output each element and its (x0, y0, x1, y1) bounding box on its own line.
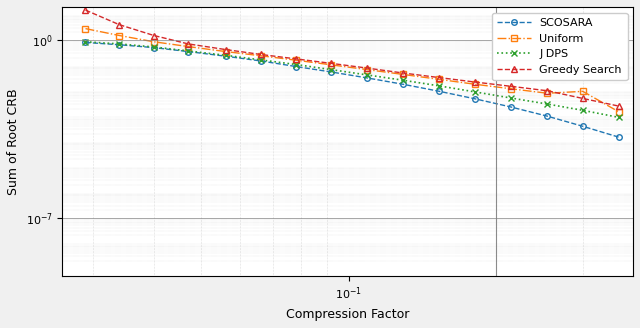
SCOSARA (436, 89, 444, 93)
Greedy Search (82, 8, 90, 12)
SCOSARA (327, 70, 335, 74)
J DPS (184, 49, 192, 53)
SCOSARA (615, 135, 623, 139)
Greedy Search (257, 52, 264, 56)
SCOSARA (115, 43, 123, 47)
SCOSARA (399, 82, 407, 86)
SCOSARA (221, 54, 229, 58)
Greedy Search (115, 23, 123, 27)
J DPS (472, 90, 479, 94)
Line: SCOSARA: SCOSARA (83, 40, 621, 140)
SCOSARA (579, 124, 587, 128)
Line: Uniform: Uniform (83, 26, 621, 114)
SCOSARA (543, 114, 551, 118)
Greedy Search (436, 76, 444, 80)
Uniform (184, 45, 192, 49)
Uniform (150, 40, 158, 44)
Greedy Search (472, 80, 479, 84)
Greedy Search (399, 71, 407, 75)
SCOSARA (364, 76, 371, 80)
Uniform (543, 91, 551, 95)
SCOSARA (507, 105, 515, 109)
Greedy Search (292, 57, 300, 61)
Greedy Search (184, 42, 192, 46)
J DPS (507, 96, 515, 100)
J DPS (543, 102, 551, 106)
J DPS (221, 53, 229, 57)
SCOSARA (257, 59, 264, 63)
J DPS (364, 73, 371, 77)
Greedy Search (150, 33, 158, 37)
J DPS (615, 115, 623, 119)
J DPS (257, 58, 264, 62)
Uniform (82, 27, 90, 31)
Greedy Search (364, 66, 371, 70)
Uniform (327, 63, 335, 67)
Line: J DPS: J DPS (83, 39, 621, 120)
SCOSARA (292, 65, 300, 69)
Greedy Search (543, 89, 551, 93)
Greedy Search (579, 96, 587, 100)
Uniform (579, 89, 587, 93)
Legend: SCOSARA, Uniform, J DPS, Greedy Search: SCOSARA, Uniform, J DPS, Greedy Search (492, 12, 627, 80)
J DPS (579, 108, 587, 112)
J DPS (150, 45, 158, 49)
J DPS (436, 84, 444, 88)
Uniform (221, 50, 229, 53)
Uniform (364, 68, 371, 72)
Greedy Search (615, 104, 623, 108)
Line: Greedy Search: Greedy Search (83, 7, 621, 109)
Uniform (257, 54, 264, 58)
Uniform (399, 72, 407, 76)
Greedy Search (327, 61, 335, 65)
J DPS (327, 68, 335, 72)
SCOSARA (82, 40, 90, 44)
Uniform (615, 110, 623, 114)
Greedy Search (221, 48, 229, 51)
SCOSARA (150, 46, 158, 50)
Uniform (292, 58, 300, 62)
Y-axis label: Sum of Root CRB: Sum of Root CRB (7, 88, 20, 195)
SCOSARA (472, 97, 479, 101)
J DPS (115, 42, 123, 46)
J DPS (292, 63, 300, 67)
J DPS (399, 78, 407, 82)
J DPS (82, 40, 90, 44)
Uniform (115, 33, 123, 37)
Uniform (472, 82, 479, 86)
Uniform (507, 87, 515, 91)
SCOSARA (184, 50, 192, 53)
X-axis label: Compression Factor: Compression Factor (286, 308, 410, 321)
Uniform (436, 77, 444, 81)
Greedy Search (507, 84, 515, 88)
